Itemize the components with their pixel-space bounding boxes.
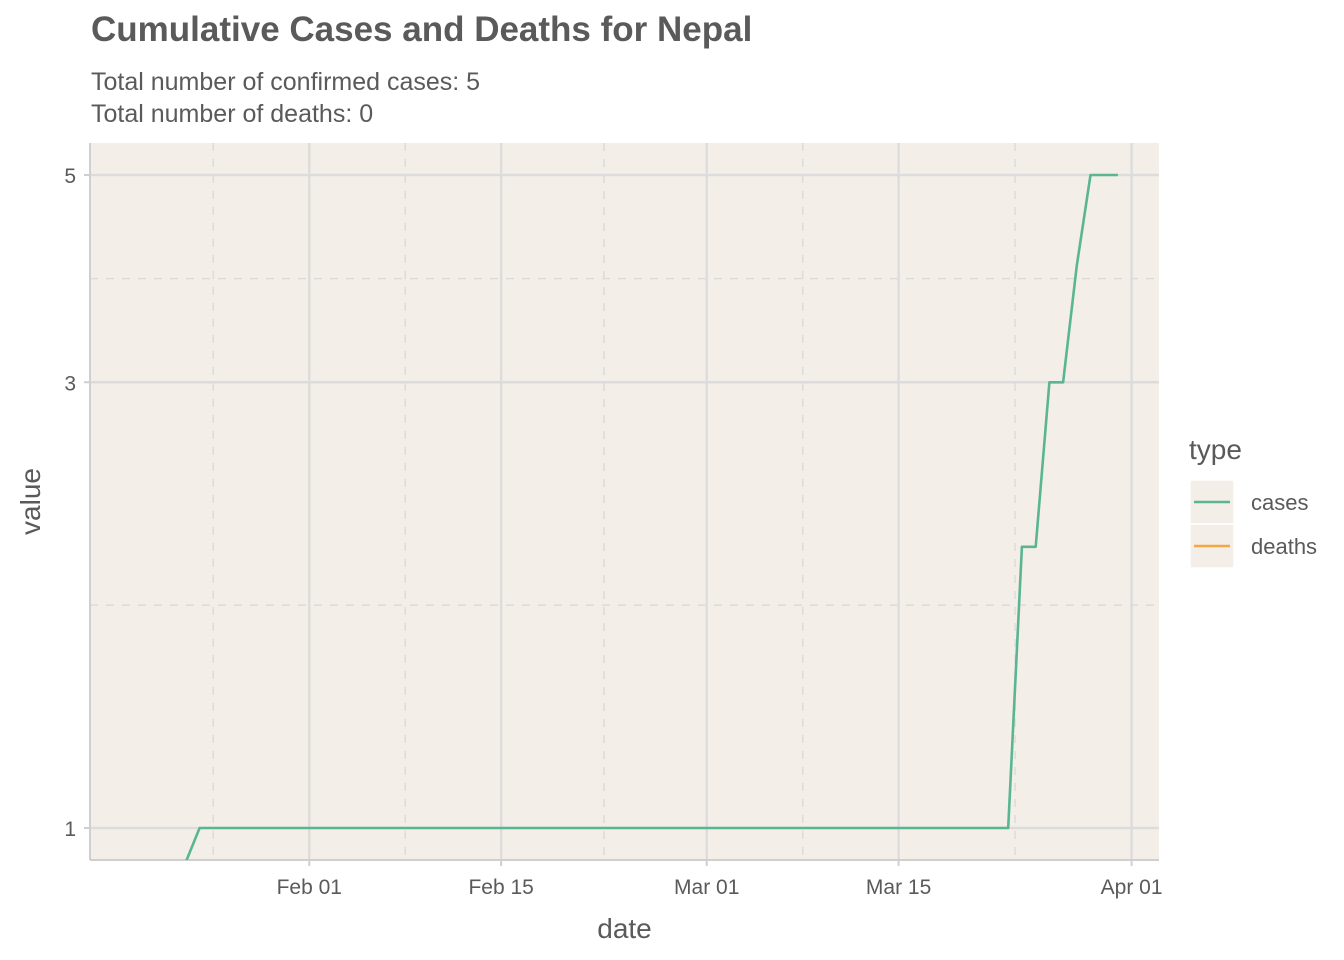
- subtitle-cases-line: Total number of confirmed cases: 5: [91, 68, 481, 96]
- x-tick-label: Feb 01: [277, 876, 342, 899]
- chart-title: Cumulative Cases and Deaths for Nepal: [91, 10, 753, 49]
- grid-minor: [90, 143, 1159, 860]
- x-tick-label: Mar 01: [674, 876, 739, 899]
- axes: [84, 143, 1159, 866]
- x-axis-title: date: [597, 913, 652, 944]
- legend-title: type: [1189, 434, 1242, 465]
- subtitle-deaths-line: Total number of deaths: 0: [91, 100, 374, 128]
- x-tick-label: Mar 15: [866, 876, 931, 899]
- series-lines: [185, 173, 1118, 860]
- legend-label-cases: cases: [1251, 490, 1308, 515]
- x-tick-label: Apr 01: [1101, 876, 1163, 899]
- y-tick-label: 1: [64, 818, 76, 841]
- x-tick-labels: Feb 01 Feb 15 Mar 01 Mar 15 Apr 01: [277, 876, 1163, 899]
- y-tick-labels: 1 3 5: [64, 165, 76, 841]
- chart-subtitle: Total number of confirmed cases: 5 Total…: [91, 66, 480, 130]
- legend: type cases deaths: [1189, 434, 1317, 569]
- y-axis-title: value: [15, 468, 46, 535]
- series-line-cases: [185, 173, 1118, 860]
- plot-panel: [90, 143, 1159, 860]
- legend-label-deaths: deaths: [1251, 534, 1317, 559]
- y-tick-label: 3: [64, 372, 76, 395]
- y-tick-label: 5: [64, 165, 76, 188]
- x-tick-label: Feb 15: [468, 876, 533, 899]
